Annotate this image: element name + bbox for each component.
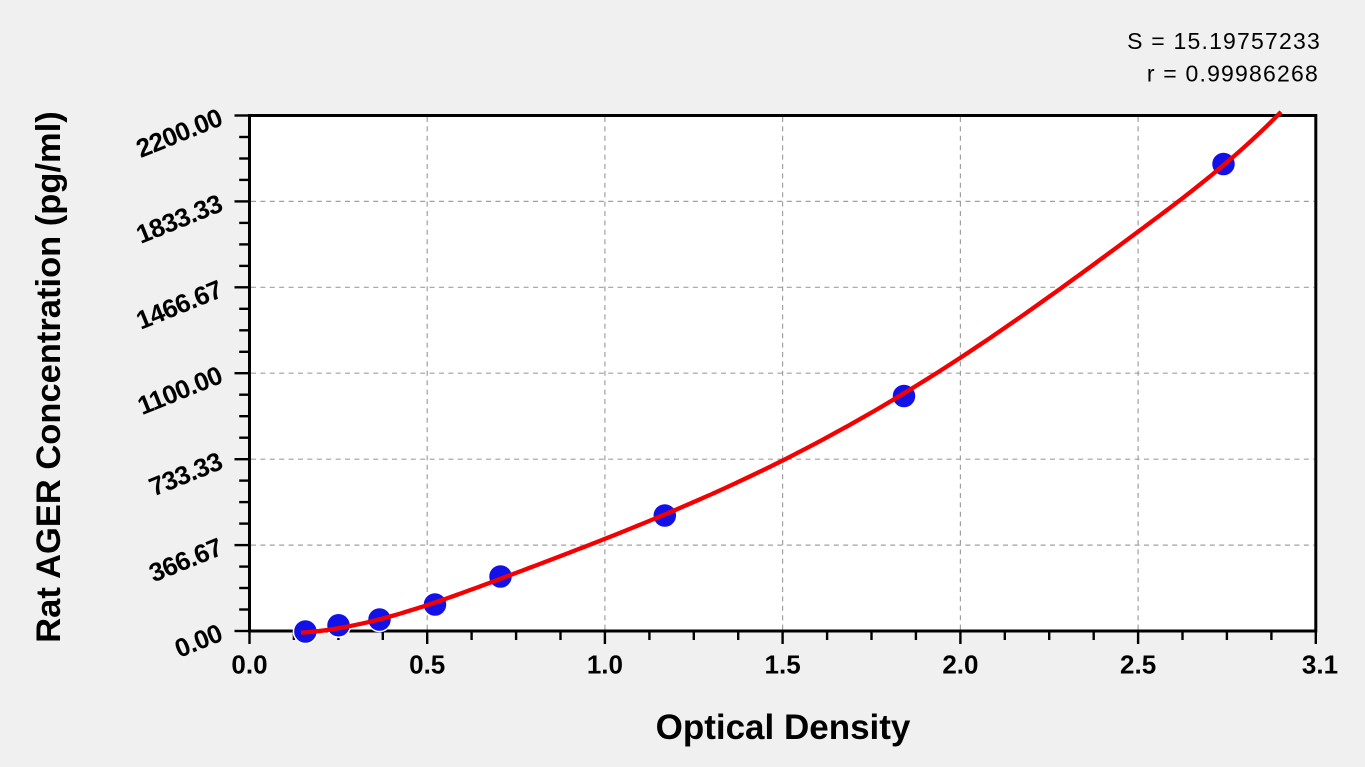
svg-text:2.5: 2.5 [1120, 650, 1156, 680]
svg-text:3.1: 3.1 [1302, 650, 1338, 680]
svg-text:S = 15.19757233: S = 15.19757233 [1127, 28, 1321, 54]
svg-text:0.5: 0.5 [409, 650, 445, 680]
svg-text:0.0: 0.0 [231, 650, 267, 680]
svg-text:Optical Density: Optical Density [656, 708, 911, 747]
svg-text:2.0: 2.0 [942, 650, 978, 680]
svg-text:Rat AGER Concentration (pg/ml): Rat AGER Concentration (pg/ml) [30, 111, 68, 643]
svg-text:1.0: 1.0 [587, 650, 623, 680]
svg-text:r = 0.99986268: r = 0.99986268 [1147, 61, 1319, 87]
svg-text:1.5: 1.5 [765, 650, 801, 680]
